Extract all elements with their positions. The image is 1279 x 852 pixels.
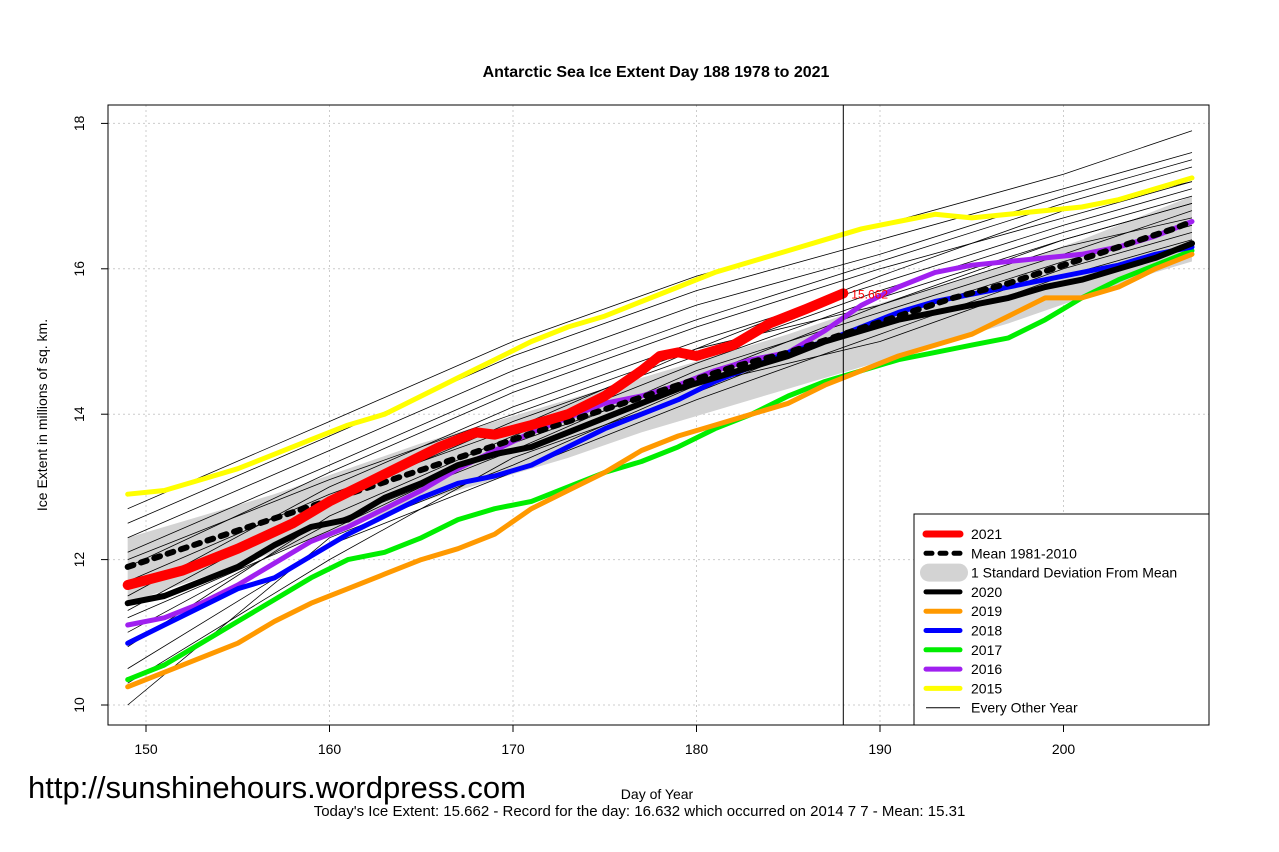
legend-label-2020: 2020 (971, 584, 1002, 600)
legend-label-every-other-year: Every Other Year (971, 700, 1078, 716)
axes: 150 160 170 180 190 200 10 12 14 16 18 (71, 104, 1210, 757)
y-tick-label: 10 (71, 697, 87, 713)
x-tick-label: 170 (501, 741, 525, 757)
legend-label-2015: 2015 (971, 680, 1002, 696)
footer-stats: Today's Ice Extent: 15.662 - Record for … (313, 803, 966, 820)
x-tick-label: 160 (318, 741, 342, 757)
thin-year-line (127, 130, 1193, 510)
thin-year-line (127, 159, 1193, 539)
thin-year-line (127, 166, 1193, 553)
x-tick-label: 200 (1052, 741, 1076, 757)
y-tick-label: 16 (71, 261, 87, 277)
plot-area: 15.662 (108, 105, 1209, 725)
series-line-2019 (125, 251, 1195, 690)
legend-swatch-1-standard-deviation-from-mean (920, 563, 968, 582)
x-axis-label: Day of Year (621, 786, 694, 802)
current-value-label: 15.662 (851, 287, 888, 301)
legend-label-mean-1981-2010: Mean 1981-2010 (971, 545, 1077, 561)
chart-title: Antarctic Sea Ice Extent Day 188 1978 to… (483, 64, 830, 81)
thin-year-line (127, 181, 1193, 568)
legend: 2021 Mean 1981-2010 1 Standard Deviation F… (913, 513, 1210, 726)
thin-year-line (127, 152, 1193, 524)
legend-label-2019: 2019 (971, 603, 1002, 619)
series-line-2017 (125, 248, 1195, 683)
y-tick-label: 18 (71, 115, 87, 131)
legend-box (913, 513, 1210, 726)
series-line-2015 (125, 175, 1195, 497)
series-line-2018 (125, 244, 1195, 646)
legend-label-2018: 2018 (971, 623, 1002, 639)
x-tick-label: 150 (134, 741, 158, 757)
thin-year-line (127, 188, 1193, 597)
plot-frame (107, 104, 1210, 726)
x-tick-label: 180 (685, 741, 709, 757)
watermark-url: http://sunshinehours.wordpress.com (28, 770, 526, 805)
legend-label-2021: 2021 (971, 526, 1002, 542)
y-tick-label: 12 (71, 552, 87, 568)
legend-label-2017: 2017 (971, 642, 1002, 658)
legend-label-1-standard-deviation-from-mean: 1 Standard Deviation From Mean (971, 565, 1177, 581)
legend-label-2016: 2016 (971, 661, 1002, 677)
series-line-2020 (124, 240, 1195, 607)
y-axis-label: Ice Extent in millions of sq. km. (34, 319, 50, 511)
x-tick-label: 190 (868, 741, 892, 757)
y-tick-label: 14 (71, 406, 87, 422)
